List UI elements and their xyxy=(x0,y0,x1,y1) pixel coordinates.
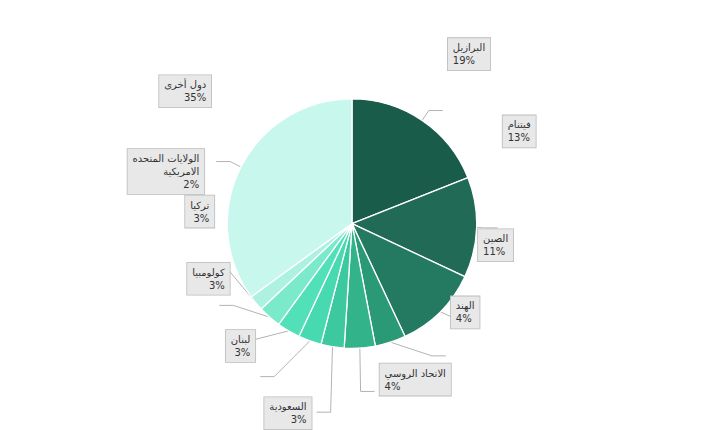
svg-text:11%: 11% xyxy=(483,246,505,257)
svg-text:35%: 35% xyxy=(184,92,206,103)
svg-text:3%: 3% xyxy=(193,213,209,224)
svg-text:4%: 4% xyxy=(456,313,472,324)
svg-text:الاتحاد الروسي: الاتحاد الروسي xyxy=(385,368,446,380)
svg-text:3%: 3% xyxy=(234,347,250,358)
svg-text:3%: 3% xyxy=(291,414,307,425)
svg-text:لبنان: لبنان xyxy=(231,334,250,345)
svg-text:19%: 19% xyxy=(453,55,475,66)
svg-text:3%: 3% xyxy=(209,280,225,291)
svg-text:الصين: الصين xyxy=(483,233,508,244)
svg-text:فيتنام: فيتنام xyxy=(508,119,531,130)
svg-text:الولايات المتحده: الولايات المتحده xyxy=(133,153,200,164)
svg-text:2%: 2% xyxy=(183,179,199,190)
svg-text:دول أخرى: دول أخرى xyxy=(164,78,206,91)
svg-text:13%: 13% xyxy=(508,132,530,143)
svg-text:الامريكية: الامريكية xyxy=(163,166,199,177)
svg-text:كولومبيا: كولومبيا xyxy=(192,267,225,278)
svg-text:البرازيل: البرازيل xyxy=(453,42,485,53)
svg-text:الهند: الهند xyxy=(456,300,475,312)
svg-text:تركيا: تركيا xyxy=(190,200,209,211)
svg-text:4%: 4% xyxy=(385,381,401,392)
svg-text:السعودية: السعودية xyxy=(269,401,306,412)
